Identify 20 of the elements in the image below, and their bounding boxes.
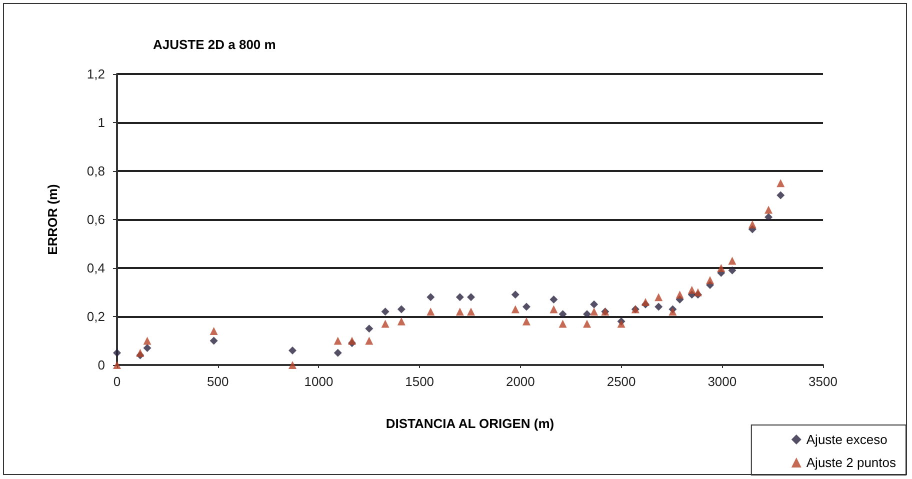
y-axis-title: ERROR (m) <box>45 184 60 255</box>
x-tick-label: 1000 <box>304 374 334 389</box>
chart-title: AJUSTE 2D a 800 m <box>153 37 276 52</box>
y-tick-label: 0,8 <box>86 164 105 178</box>
y-tick-label: 1,2 <box>86 66 105 82</box>
y-tick-label: 1 <box>98 115 105 130</box>
x-tick-label: 1500 <box>405 374 434 389</box>
legend-label: Ajuste 2 puntos <box>806 455 896 470</box>
x-tick-label: 2000 <box>506 374 535 389</box>
y-tick-label: 0,2 <box>86 309 105 324</box>
y-tick-label: 0,4 <box>86 260 105 276</box>
x-tick-label: 3500 <box>808 374 838 389</box>
x-tick-label: 500 <box>207 374 229 389</box>
x-tick-label: 2500 <box>606 374 636 389</box>
x-tick-label: 3000 <box>708 374 737 389</box>
legend-label: Ajuste exceso <box>806 432 888 447</box>
x-axis-title: DISTANCIA AL ORIGEN (m) <box>386 416 554 431</box>
y-tick-label: 0 <box>98 358 105 372</box>
y-tick-label: 0,6 <box>86 212 105 227</box>
x-tick-label: 0 <box>113 374 121 389</box>
